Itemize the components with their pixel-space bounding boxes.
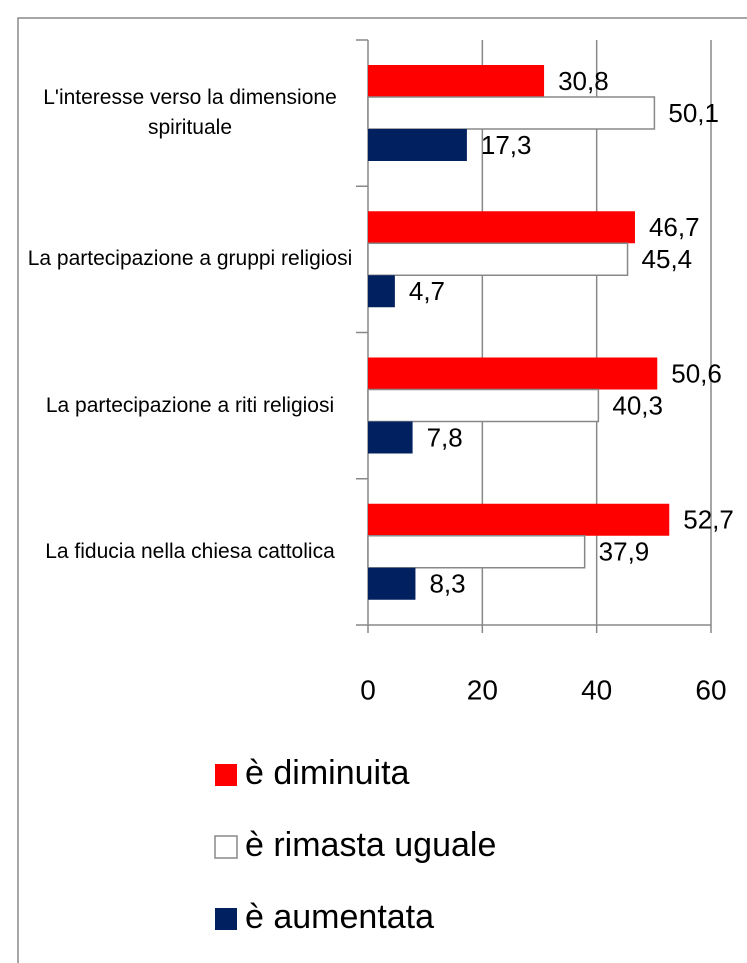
x-tick-label: 0 bbox=[360, 674, 376, 705]
bar bbox=[368, 503, 670, 536]
data-label: 46,7 bbox=[649, 212, 700, 242]
bar bbox=[367, 242, 629, 276]
bar bbox=[368, 567, 416, 600]
legend-label: è rimasta uguale bbox=[245, 826, 496, 864]
category-label: La partecipazione a gruppi religiosi bbox=[27, 247, 353, 271]
x-tick-label: 60 bbox=[695, 674, 726, 705]
category-label: L'interesse verso la dimensione spiritua… bbox=[43, 86, 337, 139]
bar bbox=[368, 65, 545, 97]
data-label: 45,4 bbox=[642, 244, 693, 274]
data-label: 17,3 bbox=[481, 130, 532, 160]
data-label: 50,1 bbox=[668, 98, 719, 128]
bar bbox=[368, 275, 395, 308]
x-tick-label: 20 bbox=[467, 674, 498, 705]
legend-swatch bbox=[214, 835, 238, 859]
legend-label: è diminuita bbox=[245, 754, 410, 792]
bar bbox=[367, 535, 586, 569]
data-label: 52,7 bbox=[683, 505, 734, 535]
category-label: La fiducia nella chiesa cattolica bbox=[45, 539, 335, 563]
legend-label: è aumentata bbox=[245, 898, 434, 936]
legend-swatch bbox=[215, 908, 237, 930]
x-tick-label: 40 bbox=[581, 674, 612, 705]
bar bbox=[367, 388, 600, 423]
data-label: 4,7 bbox=[409, 276, 445, 306]
data-label: 30,8 bbox=[558, 66, 609, 96]
chart-border bbox=[17, 17, 747, 963]
category-label: La partecipazione a riti religiosi bbox=[45, 393, 335, 417]
bar bbox=[368, 211, 635, 244]
bar bbox=[367, 96, 656, 130]
legend-swatch bbox=[215, 764, 237, 786]
data-label: 37,9 bbox=[599, 537, 650, 567]
bar bbox=[368, 357, 658, 390]
data-label: 40,3 bbox=[612, 390, 663, 420]
bar bbox=[368, 421, 413, 454]
data-label: 50,6 bbox=[671, 358, 722, 388]
data-label: 8,3 bbox=[429, 569, 465, 599]
bar bbox=[368, 129, 467, 161]
data-label: 7,8 bbox=[427, 422, 463, 452]
